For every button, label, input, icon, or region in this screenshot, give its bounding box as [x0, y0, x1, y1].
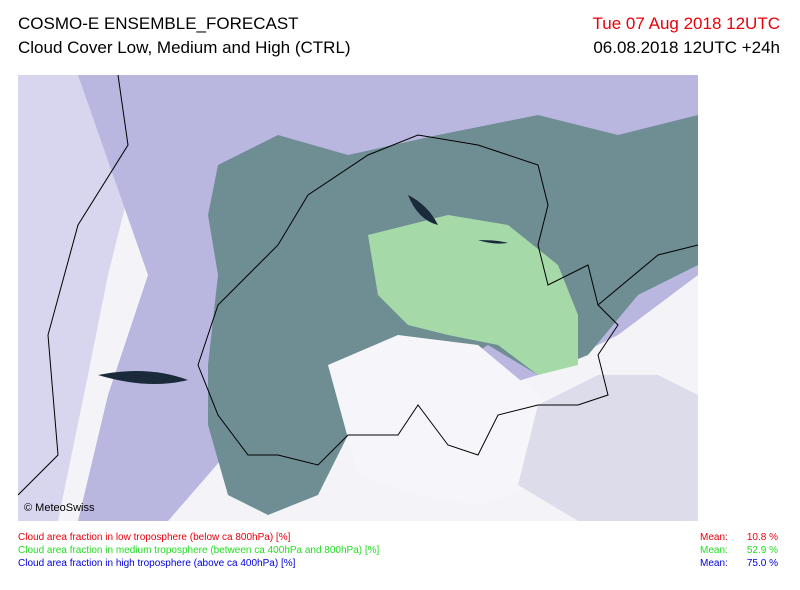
high-cloud [18, 75, 168, 521]
subtitle: Cloud Cover Low, Medium and High (CTRL) [18, 38, 351, 57]
legend-mean-label: Mean: [700, 558, 728, 569]
high-cloud [518, 375, 698, 521]
legend-mean-label: Mean: [700, 545, 728, 556]
legend-label: Cloud area fraction in low troposphere (… [18, 532, 291, 543]
legend-label: Cloud area fraction in high troposphere … [18, 558, 296, 569]
legend-mean-label: Mean: [700, 532, 728, 543]
legend-mean: 52.9 % [746, 545, 778, 556]
clear-area [328, 335, 578, 505]
run-time: 06.08.2018 12UTC +24h [593, 38, 780, 57]
legend-mean: 75.0 % [746, 558, 778, 569]
map: © MeteoSwiss [18, 75, 698, 521]
legend-label: Cloud area fraction in medium tropospher… [18, 545, 380, 556]
valid-time: Tue 07 Aug 2018 12UTC [592, 14, 780, 33]
lakes [98, 195, 508, 384]
title: COSMO-E ENSEMBLE_FORECAST [18, 14, 299, 33]
borders [18, 75, 698, 496]
legend-mean: 10.8 % [746, 532, 778, 543]
medium-cloud [368, 215, 578, 375]
credit: © MeteoSwiss [24, 502, 95, 514]
